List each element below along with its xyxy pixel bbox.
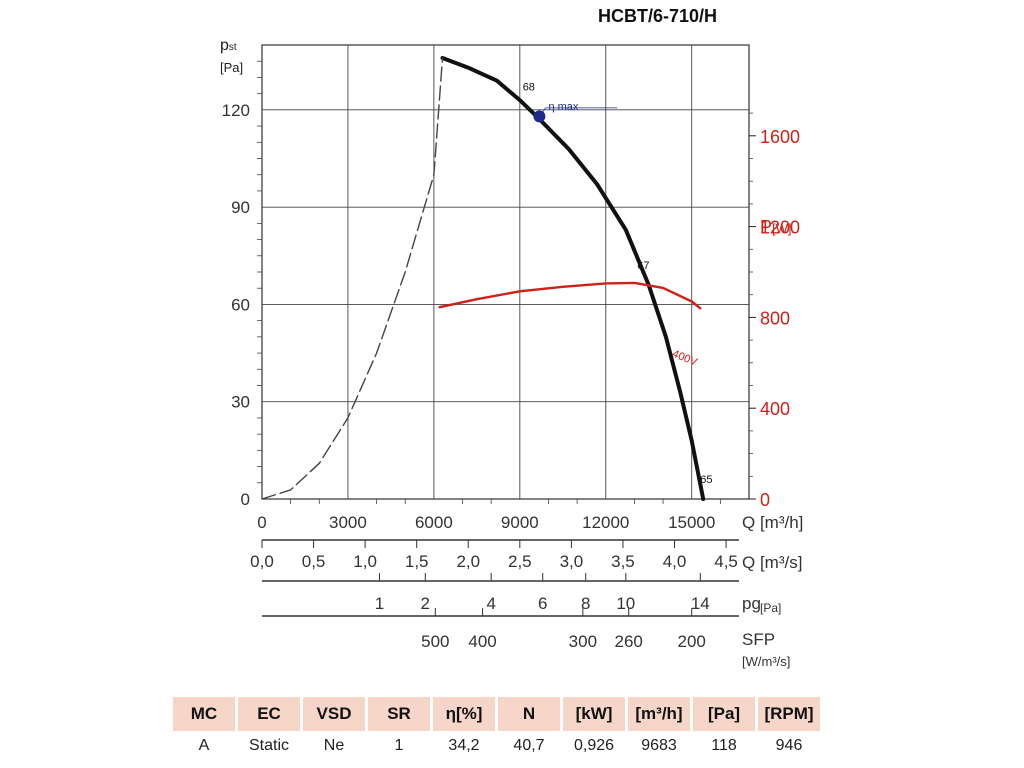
spec-value-row: A Static Ne 1 34,2 40,7 0,926 9683 118 9… <box>173 731 820 761</box>
spec-table: MC EC VSD SR η[%] N [kW] [m³/h] [Pa] [RP… <box>170 697 823 761</box>
series-line-system-curve <box>261 57 444 500</box>
secondary-axis-tick-label: 2,0 <box>456 552 480 571</box>
secondary-axis-tick-label: 14 <box>691 594 710 613</box>
y2-tick-label: 1600 <box>760 127 800 147</box>
y-axis-unit: [Pa] <box>220 60 244 75</box>
secondary-axis-label-qs: Q [m³/s] <box>742 553 802 572</box>
y-axis-label: pst [Pa] <box>220 38 243 76</box>
x-tick-label: 9000 <box>501 513 539 532</box>
y2-tick-label: 0 <box>760 490 770 510</box>
chart-title: HCBT/6-710/H <box>598 6 718 26</box>
series-line-pst <box>440 56 706 501</box>
header-mc: MC <box>173 697 235 731</box>
header-m3h: [m³/h] <box>628 697 690 731</box>
series-line-power-400V <box>438 281 702 310</box>
secondary-axis-tick-label: 3,5 <box>611 552 635 571</box>
header-kw: [kW] <box>563 697 625 731</box>
y-tick-label: 30 <box>231 393 250 412</box>
secondary-axis-tick-label: 3,0 <box>560 552 584 571</box>
secondary-axis-label-sfp: SFP <box>742 630 775 649</box>
y2-axis-unit: [W] <box>772 221 792 236</box>
header-pa: [Pa] <box>693 697 755 731</box>
curve-annotation: 67 <box>637 260 649 272</box>
curve-annotation: 65 <box>700 474 712 486</box>
fan-performance-chart: 0 3000 6000 9000 12000 15000 Q [m³/h]030609012… <box>222 44 803 669</box>
secondary-axis-tick-label: 8 <box>581 594 590 613</box>
value-eta: 34,2 <box>448 737 480 754</box>
secondary-axis-tick-label: 300 <box>569 632 597 651</box>
header-n: N <box>498 697 560 731</box>
header-eta: η[%] <box>433 697 495 731</box>
secondary-axis-tick-label: 0,0 <box>250 552 274 571</box>
secondary-axis-tick-label: 500 <box>421 632 449 651</box>
secondary-axis-label-pg-unit: [Pa] <box>760 601 781 615</box>
y2-axis-symbol: P <box>760 217 773 237</box>
secondary-axis-tick-label: 1 <box>375 594 384 613</box>
header-vsd: VSD <box>303 697 365 731</box>
curve-annotation: η max <box>548 101 578 113</box>
secondary-axis-tick-label: 200 <box>678 632 706 651</box>
plot-frame <box>261 44 750 500</box>
x-tick-label: 15000 <box>668 513 715 532</box>
y2-tick-label: 800 <box>760 308 790 328</box>
header-ec: EC <box>238 697 300 731</box>
y-axis-subscript: st <box>228 42 237 53</box>
secondary-axis-tick-label: 4,5 <box>714 552 738 571</box>
secondary-axis-tick-label: 2 <box>421 594 430 613</box>
value-vsd: Ne <box>323 737 345 754</box>
x-axis-label: Q [m³/h] <box>742 513 803 532</box>
value-kw: 0,926 <box>573 737 615 754</box>
secondary-axis-tick-label: 10 <box>616 594 635 613</box>
y-tick-label: 0 <box>241 490 250 509</box>
secondary-axis-tick-label: 400 <box>468 632 496 651</box>
y2-tick-label: 400 <box>760 399 790 419</box>
x-tick-label: 3000 <box>329 513 367 532</box>
secondary-axis-tick-label: 0,5 <box>302 552 326 571</box>
x-tick-label: 12000 <box>582 513 629 532</box>
value-n: 40,7 <box>513 737 545 754</box>
secondary-axis-tick-label: 1,5 <box>405 552 429 571</box>
value-rpm: 946 <box>775 737 803 754</box>
eta-max-marker <box>533 110 546 123</box>
secondary-axis-tick-label: 1,0 <box>353 552 377 571</box>
secondary-axis-tick-label: 260 <box>614 632 642 651</box>
header-sr: SR <box>368 697 430 731</box>
y-tick-label: 90 <box>231 198 250 217</box>
secondary-axis-tick-label: 2,5 <box>508 552 532 571</box>
secondary-axis-label-sfp-unit: [W/m³/s] <box>742 654 790 669</box>
secondary-axis-label-pg: pg <box>742 594 761 613</box>
y-axis-symbol: p <box>220 37 229 54</box>
y2-axis-label: P[W] <box>760 217 792 238</box>
y-tick-label: 60 <box>231 295 250 314</box>
secondary-axis-tick-label: 4,0 <box>663 552 687 571</box>
spec-header-row: MC EC VSD SR η[%] N [kW] [m³/h] [Pa] [RP… <box>173 697 820 731</box>
value-m3h: 9683 <box>641 737 677 754</box>
value-pa: 118 <box>711 737 737 754</box>
value-mc: A <box>198 737 210 754</box>
y-tick-label: 120 <box>222 101 250 120</box>
secondary-axis-tick-label: 6 <box>538 594 547 613</box>
curve-annotation: 68 <box>523 81 535 93</box>
header-rpm: [RPM] <box>758 697 820 731</box>
x-tick-label: 0 <box>257 513 266 532</box>
value-ec: Static <box>248 737 289 754</box>
secondary-axis-tick-label: 4 <box>486 594 495 613</box>
x-tick-label: 6000 <box>415 513 453 532</box>
y2-tick-label: 1200 <box>760 218 800 238</box>
value-sr: 1 <box>394 737 404 754</box>
